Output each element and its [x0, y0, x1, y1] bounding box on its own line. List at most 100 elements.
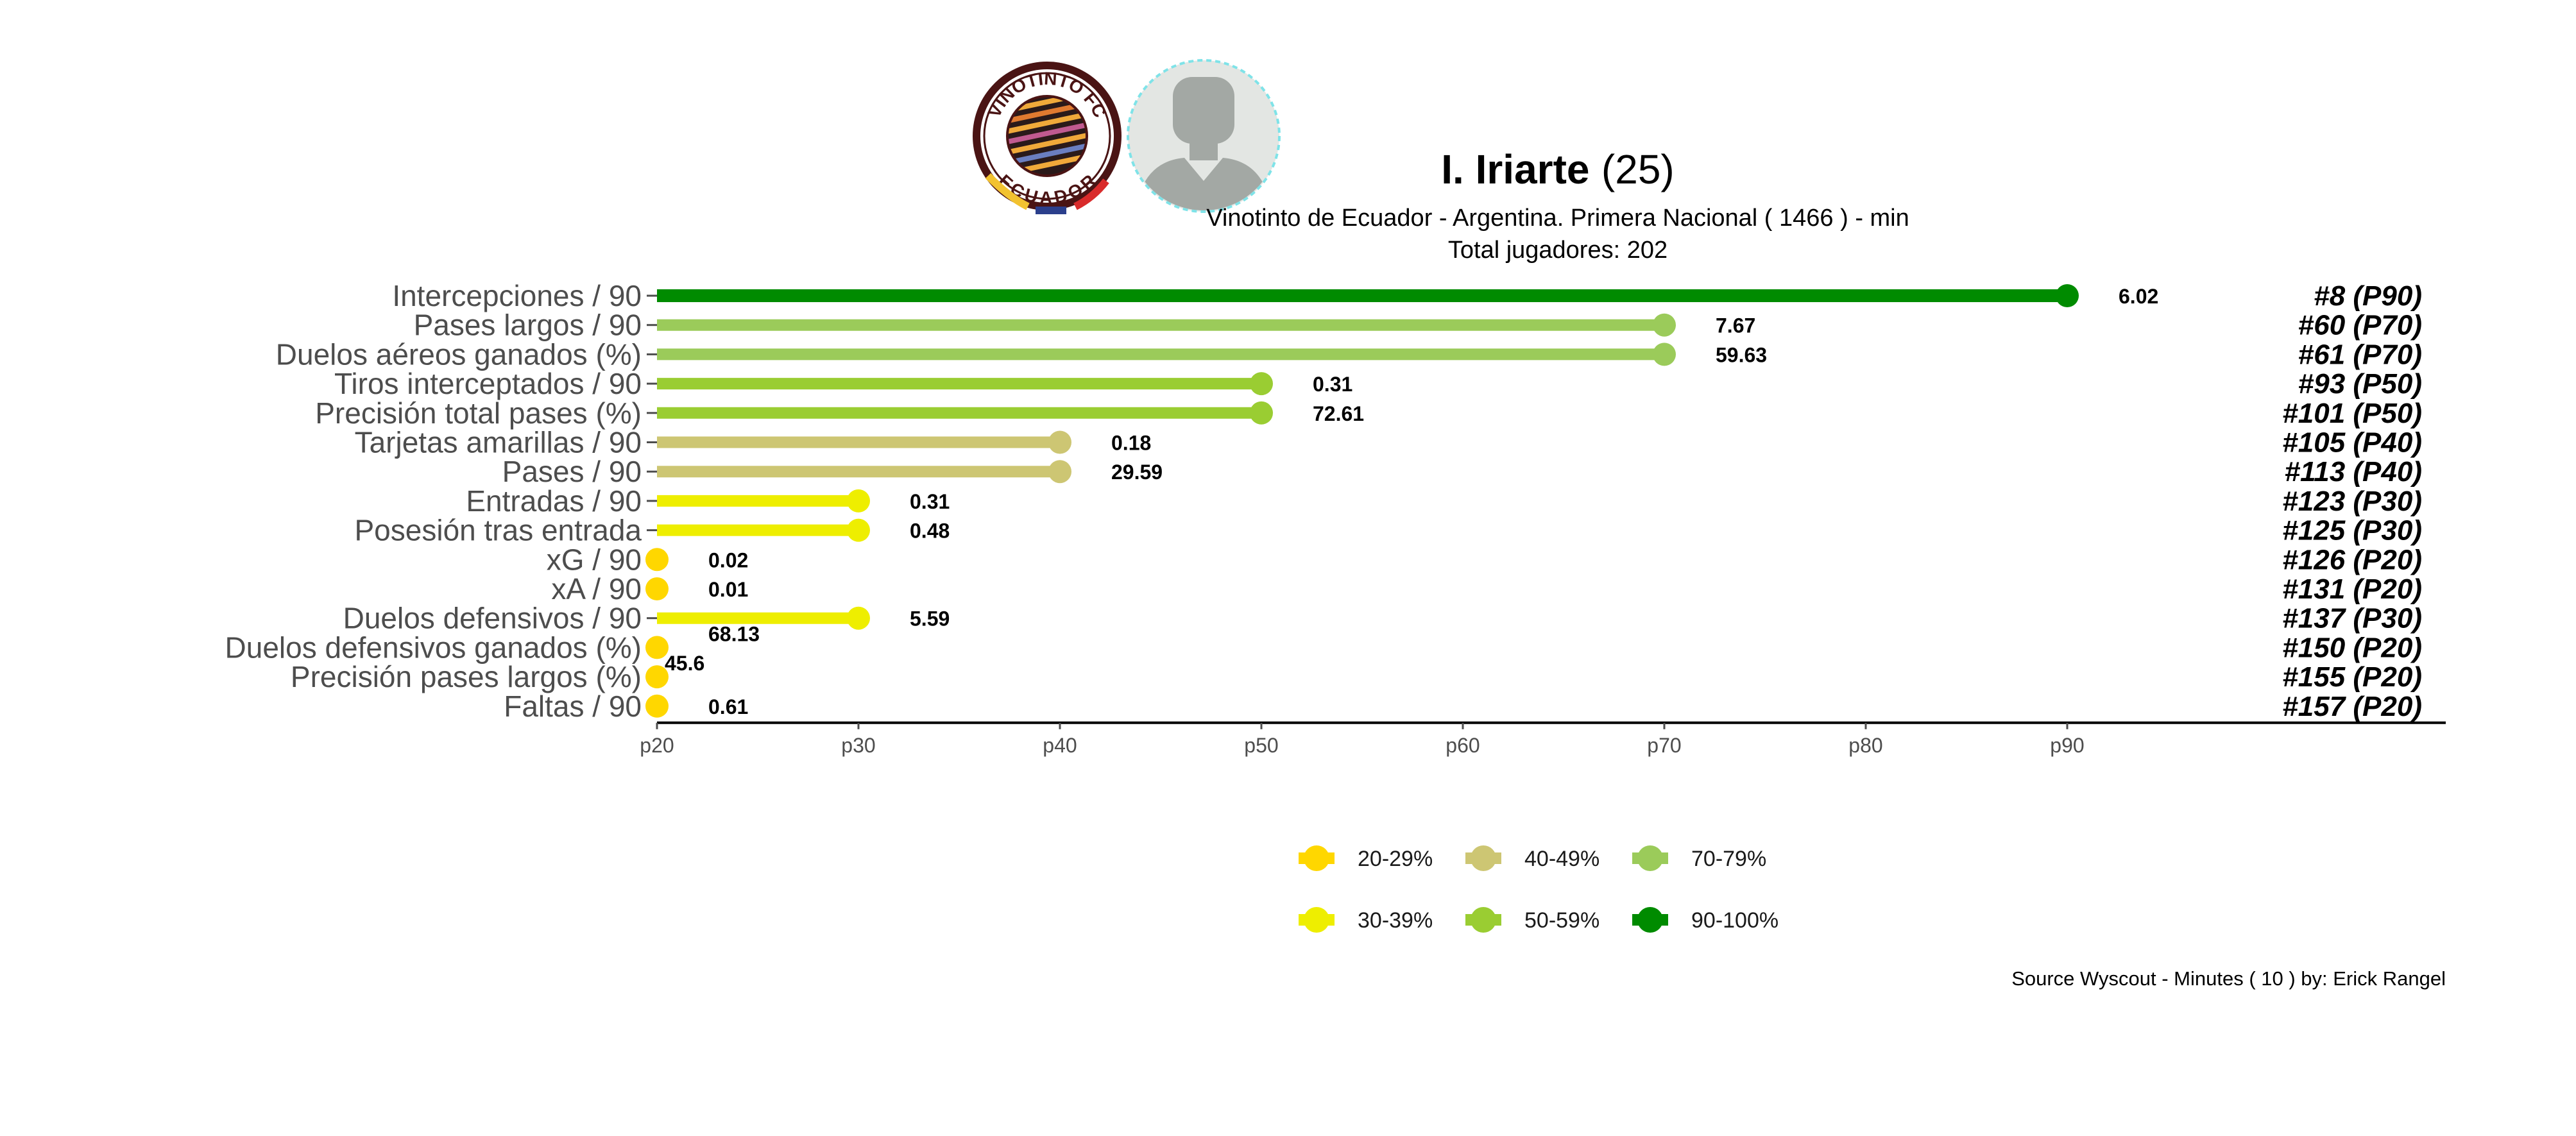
bar-end-point: [1250, 372, 1273, 396]
metric-row: Posesión tras entrada 0.48 #125 (P30): [355, 514, 2423, 547]
club-logo: VINOTINTO FC ECUADOR: [973, 62, 1122, 214]
chart-subtitle-line2: Total jugadores: 202: [1448, 237, 1668, 264]
metric-label: xG / 90: [547, 543, 642, 576]
metric-label: Duelos defensivos ganados (%): [225, 631, 642, 664]
x-tick-label: p30: [841, 734, 875, 757]
plot-area: Intercepciones / 90 6.02 #8 (P90)Pases lar…: [225, 279, 2422, 723]
metric-label: Posesión tras entrada: [355, 514, 642, 547]
metric-label: Tiros interceptados / 90: [334, 367, 642, 400]
value-label: 68.13: [708, 622, 760, 645]
legend-label: 90-100%: [1691, 908, 1778, 933]
value-label: 29.59: [1111, 461, 1163, 484]
legend-label: 20-29%: [1358, 847, 1433, 871]
legend-label: 40-49%: [1524, 847, 1599, 871]
rank-label: #126 (P20): [2282, 544, 2422, 575]
legend-label: 50-59%: [1524, 908, 1599, 933]
bar-end-point: [1653, 313, 1676, 337]
logo-stripes: [1006, 95, 1088, 177]
value-label: 0.02: [708, 548, 748, 572]
bar-end-point: [2056, 284, 2079, 307]
metric-label: Pases largos / 90: [414, 309, 642, 342]
legend-item: 30-39%: [1299, 907, 1433, 933]
player-name: I. Iriarte: [1441, 146, 1589, 192]
metric-row: Precisión total pases (%) 72.61 #101 (P50): [315, 396, 2422, 430]
value-label: 0.48: [910, 520, 950, 543]
bar-end-point: [1250, 401, 1273, 425]
bar-end-point: [645, 577, 669, 600]
x-tick-label: p50: [1244, 734, 1278, 757]
legend-item: 90-100%: [1632, 907, 1778, 933]
metric-label: Precisión pases largos (%): [291, 660, 642, 693]
rank-label: #113 (P40): [2285, 456, 2422, 487]
legend-label: 30-39%: [1358, 908, 1433, 933]
metric-label: Tarjetas amarillas / 90: [355, 426, 642, 459]
legend-item: 20-29%: [1299, 845, 1433, 871]
rank-label: #60 (P70): [2298, 310, 2422, 341]
legend-swatch-point: [1471, 907, 1496, 933]
metric-row: Intercepciones / 90 6.02 #8 (P90): [392, 279, 2422, 312]
rank-label: #150 (P20): [2282, 632, 2422, 663]
metric-label: Intercepciones / 90: [392, 279, 642, 312]
value-label: 59.63: [1716, 343, 1767, 366]
x-tick-label: p60: [1446, 734, 1480, 757]
metric-row: Duelos aéreos ganados (%) 59.63 #61 (P70): [276, 337, 2422, 371]
value-label: 7.67: [1716, 314, 1755, 337]
metric-row: xG / 90 0.02 #126 (P20): [547, 543, 2422, 576]
bar-end-point: [1653, 343, 1676, 366]
player-age: (25): [1601, 146, 1675, 192]
metric-row: Entradas / 90 0.31 #123 (P30): [466, 484, 2422, 518]
chart-subtitle-line1: Vinotinto de Ecuador - Argentina. Primer…: [1206, 205, 1909, 232]
x-tick-label: p40: [1043, 734, 1077, 757]
rank-label: #131 (P20): [2282, 573, 2422, 605]
rank-label: #157 (P20): [2282, 691, 2422, 722]
value-label: 0.31: [1313, 373, 1352, 396]
legend-item: 70-79%: [1632, 845, 1766, 871]
metric-row: Precisión pases largos (%) 45.6 #155 (P20): [291, 652, 2422, 693]
bar-end-point: [847, 518, 870, 542]
metric-label: Duelos defensivos / 90: [343, 602, 642, 635]
player-avatar: [1127, 59, 1281, 213]
metric-label: Precisión total pases (%): [315, 396, 642, 430]
value-label: 0.31: [910, 490, 950, 513]
bar-end-point: [847, 489, 870, 513]
value-label: 0.01: [708, 578, 748, 601]
metric-row: Duelos defensivos ganados (%) 68.13 #150 (…: [225, 622, 2422, 664]
metric-row: Duelos defensivos / 90 5.59 #137 (P30): [343, 602, 2422, 635]
x-tick-label: p90: [2050, 734, 2084, 757]
legend-swatch-point: [1471, 845, 1496, 871]
legend-swatch-point: [1304, 845, 1329, 871]
metric-row: xA / 90 0.01 #131 (P20): [551, 572, 2422, 606]
value-label: 72.61: [1313, 402, 1364, 425]
x-tick-label: p80: [1848, 734, 1882, 757]
caption: Source Wyscout - Minutes ( 10 ) by: Eric…: [2011, 967, 2446, 990]
rank-label: #8 (P90): [2314, 280, 2422, 312]
legend: 20-29% 40-49% 70-79% 30-39% 50-59% 90-100%: [1299, 845, 1778, 933]
legend-swatch-point: [1637, 907, 1663, 933]
rank-label: #125 (P30): [2282, 515, 2422, 547]
value-label: 0.18: [1111, 432, 1151, 455]
value-label: 6.02: [2119, 285, 2158, 308]
rank-label: #123 (P30): [2282, 486, 2422, 517]
value-label: 5.59: [910, 607, 950, 631]
legend-item: 50-59%: [1465, 907, 1599, 933]
x-tick-label: p20: [640, 734, 674, 757]
bar-end-point: [645, 694, 669, 718]
legend-swatch-point: [1637, 845, 1663, 871]
metric-label: Faltas / 90: [504, 690, 642, 723]
metric-label: xA / 90: [551, 572, 642, 606]
rank-label: #105 (P40): [2282, 427, 2422, 459]
rank-label: #137 (P30): [2282, 603, 2422, 634]
bar-end-point: [645, 665, 669, 689]
bar-end-point: [645, 548, 669, 572]
value-label: 0.61: [708, 695, 748, 718]
rank-label: #61 (P70): [2298, 339, 2422, 370]
metric-row: Pases largos / 90 7.67 #60 (P70): [414, 309, 2422, 342]
bar-end-point: [1048, 430, 1071, 454]
legend-item: 40-49%: [1465, 845, 1599, 871]
bar-end-point: [645, 636, 669, 659]
bar-end-point: [1048, 460, 1071, 484]
metric-row: Faltas / 90 0.61 #157 (P20): [504, 690, 2422, 723]
legend-label: 70-79%: [1691, 847, 1766, 871]
bar-end-point: [847, 606, 870, 630]
